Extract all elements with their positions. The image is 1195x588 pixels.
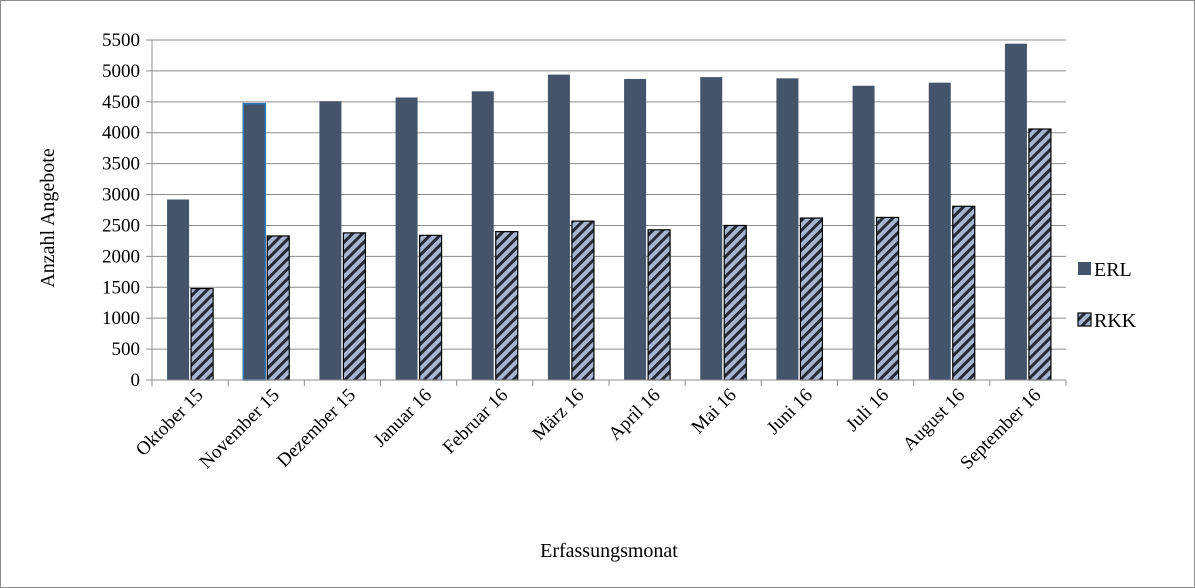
bar-erl [776,78,799,380]
y-tick-label: 2000 [102,246,140,267]
bar-erl [319,101,342,380]
legend-label: RKK [1094,310,1137,332]
y-tick-label: 1000 [102,308,140,329]
bar-erl [395,97,418,380]
bar-rkk [723,224,747,381]
bar-erl [1004,43,1027,380]
bar-rkk [266,235,290,381]
legend-swatch [1078,262,1091,275]
y-tick-label: 0 [131,370,141,391]
y-tick-labels: 0 500 1000 1500 2000 2500 3000 3500 4000 4500 5000… [102,30,140,391]
bar-erl [242,102,266,381]
bar-rkk [875,216,900,381]
bar-rkk [952,205,976,381]
bar-erl [852,85,875,380]
y-tick-label: 2500 [102,215,140,236]
y-tick-label: 3500 [102,154,140,175]
y-tick-label: 5500 [102,30,140,51]
y-tick-label: 1500 [102,277,140,298]
y-tick-label: 5000 [102,61,140,82]
legend-swatch [1077,312,1092,327]
bar-erl [547,74,570,381]
y-tick-label: 3000 [102,185,140,206]
y-tick-label: 500 [112,339,141,360]
bar-erl [471,91,494,381]
bar-erl [167,199,190,380]
bar-rkk [647,229,671,381]
bar-erl [928,82,951,381]
bar-rkk [495,231,519,381]
gridlines [146,39,1066,381]
bar-erl [700,77,723,380]
bar-rkk [418,234,443,381]
bar-rkk [1028,128,1052,381]
y-axis-title: Anzahl Angebote [37,148,59,288]
bar-erl [624,78,647,380]
legend-label: ERL [1094,259,1132,281]
bar-rkk [190,287,214,381]
x-axis-title: Erfassungsmonat [540,540,678,562]
y-tick-label: 4000 [102,123,140,144]
y-tick-label: 4500 [102,92,140,113]
legend: ERL RKK [1077,259,1137,332]
bar-rkk [799,217,824,381]
bar-rkk [342,232,367,381]
axes [151,40,1067,386]
bar-rkk [571,220,595,381]
bars [167,43,1052,381]
